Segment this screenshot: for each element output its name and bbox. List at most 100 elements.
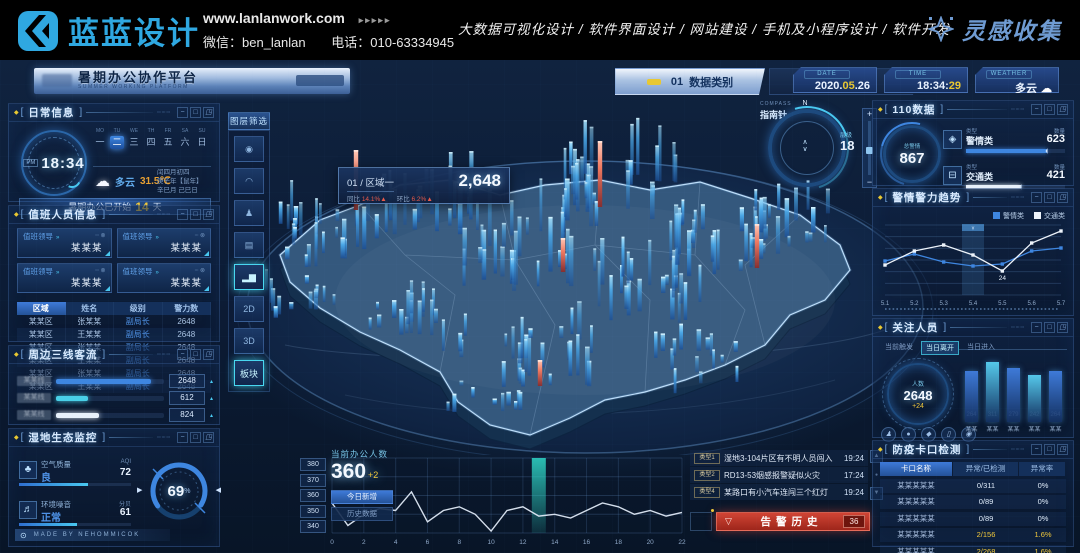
- building-layer-button[interactable]: ▤: [234, 232, 264, 258]
- checkpoint-rate: 1.6%: [1034, 546, 1052, 553]
- collect-label: 灵感收集: [962, 18, 1062, 44]
- svg-text:5.6: 5.6: [1027, 301, 1036, 307]
- panel-window-icon[interactable]: □: [190, 107, 201, 118]
- zoom-in-button[interactable]: +: [866, 109, 873, 119]
- alert-history-banner[interactable]: ▽ 告警历史 36: [711, 509, 870, 531]
- alert-time: 19:24: [843, 453, 864, 463]
- panel-window-icon[interactable]: □: [1044, 322, 1055, 333]
- signal-layer-button[interactable]: ◠: [234, 168, 264, 194]
- duty-leader-card[interactable]: 值班领导» ┄ ⊗ 某某某: [17, 263, 112, 293]
- blocks-button[interactable]: 板块: [234, 360, 264, 386]
- alert-history-count: 36: [843, 515, 865, 528]
- flow-bar-track: [56, 378, 164, 384]
- footer-text: MADE BY NEHOMMICOK: [33, 532, 141, 538]
- clock-time: 18:34: [41, 154, 85, 172]
- panel-passenger-flow: ◆[ 周边三线客流 ] ┄┄┄ − □ ◳ 某某线 2648 ▴ 某某线 612 ▴ 某某线 8…: [8, 345, 220, 425]
- camera-layer-button[interactable]: ◉: [234, 136, 264, 162]
- panel-checkpoints: ◆[ 防疫卡口检测 ] ┄┄┄ − □ ◳ 卡口名称 异常/已检测 异常率 某某某某某 0…: [872, 440, 1074, 553]
- bars-layer-button[interactable]: ▂▆: [234, 264, 264, 290]
- checkpoint-col-header: 异常/已检测: [953, 462, 1018, 476]
- alert-time: 19:24: [843, 487, 864, 497]
- view-2d-button[interactable]: 2D: [234, 296, 264, 322]
- panel-window-icon[interactable]: □: [1044, 444, 1055, 455]
- panel-window-icon[interactable]: □: [190, 349, 201, 360]
- panel-window-icon[interactable]: □: [190, 209, 201, 220]
- table-row[interactable]: 某某某某某 0/311 0%: [880, 478, 1066, 493]
- flow-bar-fill: [56, 378, 152, 384]
- alert-row[interactable]: 类型2 RD13-53烟感报警疑似火灾 17:24: [690, 467, 868, 483]
- svg-text:5.4: 5.4: [969, 301, 978, 307]
- svg-text:6: 6: [426, 539, 430, 546]
- panel-fullscreen-icon[interactable]: ◳: [203, 107, 214, 118]
- focus-tab-1[interactable]: 当前触发: [885, 344, 913, 351]
- panel-fullscreen-icon[interactable]: ◳: [203, 349, 214, 360]
- panel-fullscreen-icon[interactable]: ◳: [1057, 322, 1068, 333]
- panel-minimize-icon[interactable]: −: [177, 432, 188, 443]
- panel-focus-persons: ◆[ 关注人员 ] ┄┄┄ − □ ◳ 当前触发 当日离开 当日进入 人数 2648 …: [872, 318, 1074, 442]
- gauge-right-arrow[interactable]: ◀: [215, 487, 221, 494]
- bar-rect: [965, 371, 978, 422]
- clock-meridiem: PM: [23, 159, 39, 167]
- panel-110-data: ◆[ 110数据 ] ┄┄┄ − □ ◳ 总警情 867 ◈ 类型 警情类 数量 623 ⊟…: [872, 100, 1074, 189]
- weekday-cell: SA 六: [180, 128, 190, 147]
- zoom-handle[interactable]: [866, 147, 873, 154]
- table-row[interactable]: 某某某某某 2/268 1.6%: [880, 544, 1066, 553]
- temperature-value: 31.5℃: [140, 175, 171, 187]
- alert-row[interactable]: 类型1 湿地3-104片区有不明人员闯入 19:24: [690, 450, 868, 466]
- crowd-layer-button[interactable]: ♟: [234, 200, 264, 226]
- inspiration-collect[interactable]: 灵感收集: [928, 12, 1062, 46]
- focus-tab-3[interactable]: 当日进入: [967, 344, 995, 351]
- lanlan-logo[interactable]: 蓝蓝设计: [16, 8, 200, 53]
- panel-fullscreen-icon[interactable]: ◳: [1057, 104, 1068, 115]
- website-link[interactable]: www.lanlanwork.com: [203, 10, 345, 26]
- svg-text:2: 2: [362, 539, 366, 546]
- panel-window-icon[interactable]: □: [190, 432, 201, 443]
- zoom-track[interactable]: [866, 121, 873, 175]
- gauge-left-arrow[interactable]: ▶: [137, 487, 143, 494]
- panel-fullscreen-icon[interactable]: ◳: [203, 209, 214, 220]
- focus-count-value: 2648: [903, 387, 933, 403]
- panel-minimize-icon[interactable]: −: [177, 107, 188, 118]
- alert-text: RD13-53烟感报警疑似火灾: [724, 470, 821, 480]
- checkpoint-col-header: 异常率: [1019, 462, 1065, 476]
- duty-col-header: 姓名: [65, 302, 114, 315]
- panel-window-icon[interactable]: □: [1044, 104, 1055, 115]
- panel-window-icon[interactable]: □: [1044, 192, 1055, 203]
- focus-tab-2[interactable]: 当日离开: [921, 341, 959, 355]
- tab-label: 数据类别: [689, 76, 734, 89]
- office-chart-y-axis: 380 370 360 350 340: [300, 458, 326, 536]
- zoom-out-button[interactable]: −: [866, 177, 873, 187]
- office-delta: +2: [368, 470, 379, 480]
- city-3d-map[interactable]: [225, 95, 945, 455]
- panel-fullscreen-icon[interactable]: ◳: [203, 432, 214, 443]
- panel-minimize-icon[interactable]: −: [1031, 322, 1042, 333]
- panel-minimize-icon[interactable]: −: [177, 209, 188, 220]
- trend-legend: 警情类 交通类: [993, 211, 1065, 221]
- panel-fullscreen-icon[interactable]: ◳: [1057, 444, 1068, 455]
- compass-center-arrows[interactable]: ∧ ∨: [802, 139, 808, 153]
- office-button-今日新增[interactable]: 今日新增: [331, 490, 393, 504]
- panel-minimize-icon[interactable]: −: [1031, 444, 1042, 455]
- panel-fullscreen-icon[interactable]: ◳: [1057, 192, 1068, 203]
- panel-minimize-icon[interactable]: −: [1031, 104, 1042, 115]
- compass-ring[interactable]: [768, 109, 846, 187]
- flow-bar-track: [56, 395, 164, 401]
- duty-leader-card[interactable]: 值班领导» ┄ ⊗ 某某某: [116, 263, 211, 293]
- alert-row[interactable]: 类型4 某路口有小汽车连闯三个红灯 19:24: [690, 484, 868, 500]
- eco-progress: [19, 523, 131, 526]
- panel-minimize-icon[interactable]: −: [177, 349, 188, 360]
- panel-minimize-icon[interactable]: −: [1031, 192, 1042, 203]
- bar-label: 某某: [986, 427, 999, 433]
- view-3d-button[interactable]: 3D: [234, 328, 264, 354]
- table-row[interactable]: 某某某某某 2/156 1.6%: [880, 528, 1066, 542]
- tab-01[interactable]: 01 数据类别: [615, 68, 765, 95]
- flow-line-label: 某某线: [17, 393, 51, 403]
- eco-gauge: 69 % ▶ ◀: [137, 459, 221, 523]
- table-row[interactable]: 某某某某某 0/89 0%: [880, 511, 1066, 526]
- table-row[interactable]: 某某某某某 0/89 0%: [880, 495, 1066, 509]
- office-button-历史数据[interactable]: 历史数据: [331, 507, 393, 521]
- duty-leader-card[interactable]: 值班领导» ┄ ⊗ 某某某: [116, 228, 211, 258]
- duty-leader-card[interactable]: 值班领导» ┄ ⊗ 某某某: [17, 228, 112, 258]
